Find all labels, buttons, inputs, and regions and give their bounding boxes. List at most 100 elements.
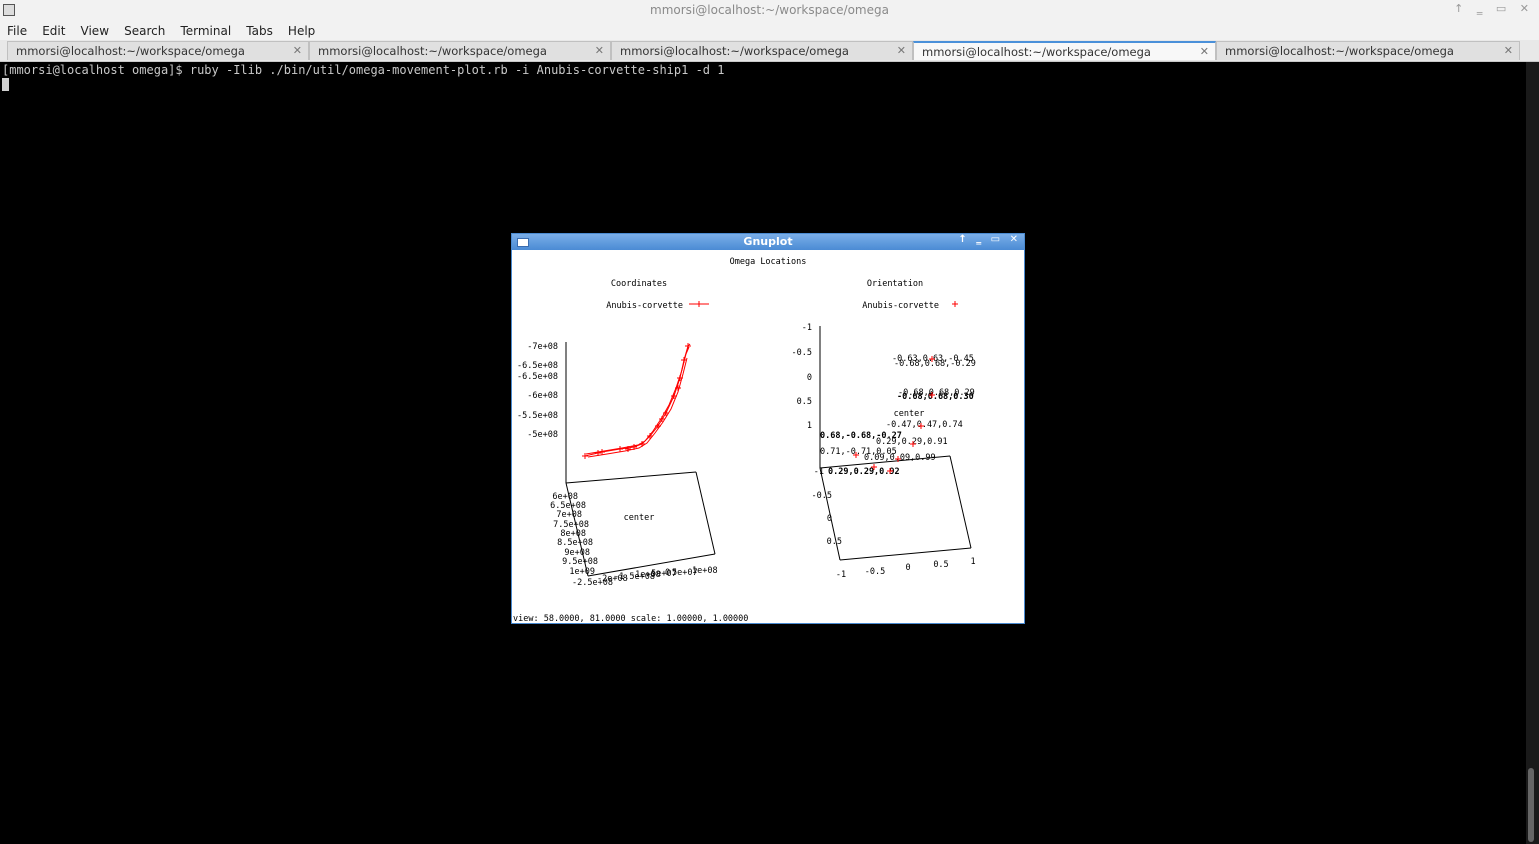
z-tick-label: -0.5: [792, 348, 812, 358]
y-tick-label: 9e+08: [564, 548, 590, 558]
y-tick-label: 6.5e+08: [550, 501, 586, 511]
z-tick-label: -5.5e+08: [517, 411, 558, 421]
gnuplot-window[interactable]: Gnuplot ↑ ‗ ▭ ✕ Omega Locations Coordina…: [511, 233, 1025, 624]
y-tick-label: 1e+09: [569, 567, 595, 577]
z-tick-label: -6.5e+08: [517, 372, 558, 382]
right-center-label: center: [894, 409, 925, 419]
terminal-cursor: [2, 78, 9, 91]
window-close-button[interactable]: ✕: [1519, 2, 1529, 15]
point-label: -0.68,0.68,0.30: [897, 392, 974, 402]
z-tick-label: -7e+08: [527, 342, 558, 352]
left-series-trajectory: [584, 343, 691, 458]
scrollbar-thumb[interactable]: [1528, 768, 1534, 842]
x-tick-label: -2e+08: [597, 574, 628, 584]
terminal-command-line: [mmorsi@localhost omega]$ ruby -Ilib ./b…: [2, 63, 725, 77]
y-tick-label: -1: [814, 467, 824, 477]
z-tick-label: 0: [807, 373, 812, 383]
left-plot-title: Coordinates: [611, 279, 667, 289]
y-tick-label: 7.5e+08: [553, 520, 589, 530]
tab-close-icon[interactable]: ✕: [896, 44, 906, 57]
menu-file[interactable]: File: [7, 24, 28, 38]
x-tick-label: -0.5: [865, 567, 885, 577]
menubar: File Edit View Search Terminal Tabs Help: [0, 20, 1539, 40]
window-controls: ↑ ‗ ▭ ✕: [1444, 2, 1529, 15]
window-maximize-button[interactable]: ▭: [1495, 2, 1507, 15]
menu-help[interactable]: Help: [287, 24, 316, 38]
gnuplot-maximize-button[interactable]: ▭: [990, 234, 1001, 245]
x-tick-label: -5e+07: [646, 569, 677, 579]
window-titlebar: mmorsi@localhost:~/workspace/omega ↑ ‗ ▭…: [0, 0, 1539, 21]
x-tick-label: 0: [905, 563, 910, 573]
gnuplot-titlebar: Gnuplot ↑ ‗ ▭ ✕: [512, 234, 1024, 250]
gnuplot-status-line: view: 58.0000, 81.0000 scale: 1.00000, 1…: [513, 614, 748, 623]
z-tick-label: 1: [807, 421, 812, 431]
left-legend-sample: [689, 301, 709, 307]
terminal-app-icon: [3, 4, 15, 16]
menu-terminal[interactable]: Terminal: [180, 24, 232, 38]
point-label: 0.68,-0.68,-0.27: [820, 431, 902, 441]
tab-close-icon[interactable]: ✕: [594, 44, 604, 57]
window-title: mmorsi@localhost:~/workspace/omega: [650, 3, 889, 17]
y-tick-label: -0.5: [812, 491, 832, 501]
tab-label: mmorsi@localhost:~/workspace/omega: [1225, 44, 1454, 58]
gnuplot-up-button[interactable]: ↑: [958, 234, 967, 245]
right-legend-label: Anubis-corvette: [862, 301, 939, 311]
tab-close-icon[interactable]: ✕: [1199, 45, 1209, 58]
z-tick-label: -5e+08: [527, 430, 558, 440]
right-plot-title: Orientation: [867, 279, 923, 289]
menu-view[interactable]: View: [80, 24, 110, 38]
point-label: 0.71,-0.71,0.05: [820, 447, 897, 457]
z-tick-label: -6e+08: [527, 391, 558, 401]
z-tick-label: 0.5: [797, 397, 812, 407]
window-minimize-button[interactable]: ‗: [1476, 2, 1483, 15]
point-label: 0.09,0.09,0.99: [864, 453, 936, 463]
terminal-tab-active[interactable]: mmorsi@localhost:~/workspace/omega ✕: [913, 41, 1216, 60]
tab-close-icon[interactable]: ✕: [1503, 44, 1513, 57]
y-tick-label: 0.5: [827, 537, 842, 547]
gnuplot-minimize-button[interactable]: ‗: [976, 234, 982, 245]
x-tick-label: 0: [665, 568, 670, 578]
menu-search[interactable]: Search: [124, 24, 166, 38]
x-tick-label: -1: [836, 570, 846, 580]
left-center-label: center: [624, 513, 655, 523]
x-tick-label: -1e+08: [630, 570, 661, 580]
left-x-ticks: -2.5e+08 -2e+08 -1.5e+08 -1e+08 -5e+07 0…: [572, 566, 718, 588]
terminal-tab[interactable]: mmorsi@localhost:~/workspace/omega ✕: [611, 41, 913, 60]
y-tick-label: 6e+08: [552, 492, 578, 502]
terminal-scrollbar[interactable]: [1526, 62, 1539, 844]
point-label: 0.29,0.29,0.91: [876, 437, 948, 447]
y-tick-label: 9.5e+08: [562, 557, 598, 567]
gnuplot-title: Gnuplot: [743, 235, 793, 248]
y-tick-label: 8.5e+08: [557, 538, 593, 548]
z-tick-label: -1: [802, 323, 812, 333]
gnuplot-controls: ↑ ‗ ▭ ✕: [952, 234, 1018, 245]
plot-title: Omega Locations: [730, 257, 807, 267]
tab-label: mmorsi@localhost:~/workspace/omega: [620, 44, 849, 58]
gnuplot-canvas[interactable]: Omega Locations Coordinates Anubis-corve…: [512, 250, 1024, 623]
y-tick-label: 8e+08: [560, 529, 586, 539]
tab-label: mmorsi@localhost:~/workspace/omega: [922, 45, 1151, 59]
left-legend-label: Anubis-corvette: [606, 301, 683, 311]
gnuplot-window-icon: [517, 238, 529, 247]
menu-edit[interactable]: Edit: [42, 24, 66, 38]
left-y-ticks: 6e+08 6.5e+08 7e+08 7.5e+08 8e+08 8.5e+0…: [550, 492, 598, 577]
terminal-tab[interactable]: mmorsi@localhost:~/workspace/omega ✕: [309, 41, 611, 60]
x-tick-label: 1: [970, 557, 975, 567]
window-up-button[interactable]: ↑: [1454, 2, 1464, 15]
point-label: -0.47,0.47,0.74: [886, 420, 963, 430]
right-series-markers: [853, 356, 935, 474]
gnuplot-close-button[interactable]: ✕: [1009, 234, 1018, 245]
left-series-markers: [582, 343, 691, 459]
tab-close-icon[interactable]: ✕: [292, 44, 302, 57]
menu-tabs[interactable]: Tabs: [246, 24, 273, 38]
point-label: -0.68,0.68,0.29: [898, 388, 975, 398]
terminal-tab[interactable]: mmorsi@localhost:~/workspace/omega ✕: [1216, 41, 1520, 60]
point-label: -0.68,0.68,-0.29: [894, 359, 976, 369]
x-tick-label: -2.5e+08: [572, 578, 613, 588]
point-label: 0.29,0.29,0.92: [828, 467, 900, 477]
terminal-tab[interactable]: mmorsi@localhost:~/workspace/omega ✕: [7, 41, 309, 60]
right-y-ticks: -1 -0.5 0 0.5: [812, 467, 842, 547]
right-z-ticks: -1 -0.5 0 0.5 1: [792, 323, 812, 431]
y-tick-label: 0: [827, 514, 832, 524]
right-legend-sample: [952, 301, 958, 307]
